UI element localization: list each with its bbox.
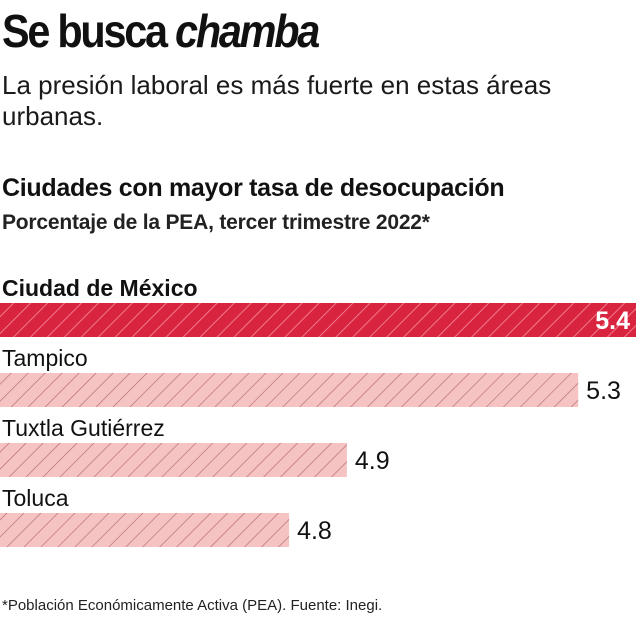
value-label: 4.8 <box>297 517 332 545</box>
value-label: 5.4 <box>595 307 630 335</box>
value-label: 5.3 <box>586 377 621 405</box>
headline-regular: Se busca <box>2 5 168 57</box>
bars-group: Ciudad de México 5.4 Tampico 5.3 Tuxtla Guti… <box>0 275 636 547</box>
footnote: *Población Económicamente Activa (PEA). … <box>2 597 383 614</box>
bar-hatch <box>0 373 579 407</box>
chart-title: Ciudades con mayor tasa de desocupación <box>2 174 505 202</box>
value-label: 4.9 <box>355 447 390 475</box>
bar-hatch <box>0 303 636 337</box>
bar-chart: Ciudad de México 5.4 Tampico 5.3 Tuxtla Guti… <box>0 275 636 547</box>
category-label: Tuxtla Gutiérrez <box>2 415 165 441</box>
dek: La presión laboral es más fuerte en esta… <box>2 70 552 131</box>
headline-italic: chamba <box>175 5 320 57</box>
headline: Se busca chamba <box>2 2 320 60</box>
category-label: Toluca <box>2 485 69 511</box>
bar-hatch <box>0 513 290 547</box>
bar-hatch <box>0 443 347 477</box>
chart-subtitle: Porcentaje de la PEA, tercer trimestre 2… <box>2 211 430 234</box>
category-label: Tampico <box>2 345 88 371</box>
category-label: Ciudad de México <box>2 275 198 301</box>
